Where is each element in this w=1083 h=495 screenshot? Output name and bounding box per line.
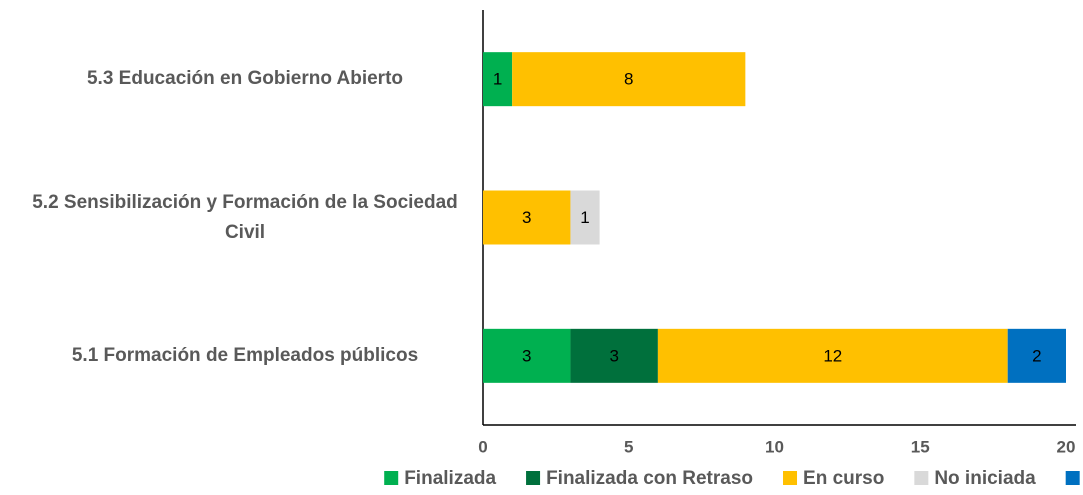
bar-segment — [657, 328, 1008, 383]
legend-label: Finalizada con Retraso — [546, 468, 753, 489]
data-label: 1 — [493, 70, 502, 89]
legend-swatch — [384, 471, 399, 485]
legend-label: No iniciada — [934, 468, 1036, 489]
x-tick-label: 5 — [624, 437, 633, 456]
legend-label: En curso — [803, 468, 884, 489]
bar-segment — [512, 52, 746, 107]
category-label: 5.3 Educación en Gobierno Abierto — [86, 68, 403, 90]
bar-segment — [570, 328, 658, 383]
legend-item: En curso — [783, 468, 884, 489]
legend-swatch — [526, 471, 541, 485]
x-tick-label: 0 — [478, 437, 487, 456]
bar-segment — [483, 190, 571, 245]
legend-item: No iniciada — [914, 468, 1036, 489]
category-label: 5.1 Formación de Empleados públicos — [71, 344, 419, 366]
legend-swatch — [1065, 471, 1080, 485]
data-label: 2 — [1032, 346, 1041, 365]
bar-segment — [483, 328, 571, 383]
data-label: 3 — [522, 208, 531, 227]
x-tick-label: 15 — [911, 437, 930, 456]
data-label: 3 — [522, 346, 531, 365]
legend-item: Finalizada con Retraso — [526, 468, 753, 489]
legend-item: Finalizada — [384, 468, 496, 489]
x-tick-label: 20 — [1057, 437, 1076, 456]
legend-swatch — [914, 471, 929, 485]
category-label: 5.2 Sensibilización y Formación de la So… — [32, 191, 458, 243]
data-label: 8 — [624, 70, 633, 89]
data-label: 1 — [580, 208, 589, 227]
bar-segment — [570, 190, 600, 245]
data-label: 3 — [609, 346, 618, 365]
bar-segment — [1007, 328, 1066, 383]
legend-item: Futura — [1065, 471, 1080, 485]
legend-label: Finalizada — [404, 468, 496, 489]
x-tick-label: 10 — [765, 437, 784, 456]
data-label: 12 — [823, 346, 842, 365]
legend-swatch — [783, 471, 798, 485]
bar-segment — [483, 52, 513, 107]
